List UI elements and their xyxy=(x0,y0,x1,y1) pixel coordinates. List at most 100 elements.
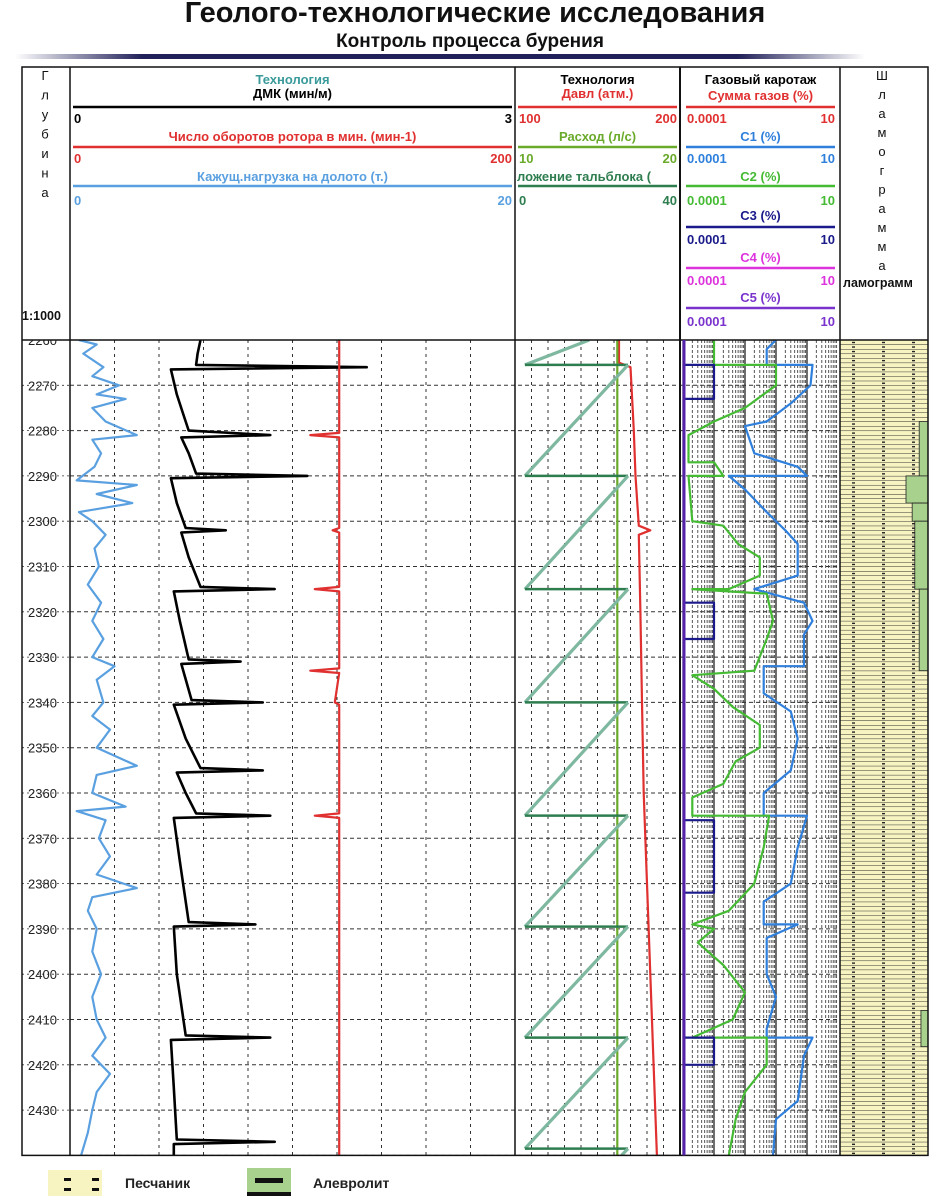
page-subtitle: Контроль процесса бурения xyxy=(336,31,604,52)
siltstone-interval xyxy=(905,475,929,504)
depth-tick-label: 2320 xyxy=(28,605,57,620)
siltstone-interval xyxy=(918,588,929,672)
scale-max: 10 xyxy=(821,273,835,288)
lithology-label-letter: л xyxy=(878,87,886,102)
curve-legend: C3 (%) 0.0001 10 xyxy=(686,208,835,247)
lithology-label-letter: а xyxy=(878,201,886,216)
scale-max: 20 xyxy=(498,193,512,208)
scale-max: 10 xyxy=(821,193,835,208)
curve-legend: Расход (л/с) 10 20 xyxy=(518,129,677,166)
scale-max: 200 xyxy=(490,151,512,166)
talblock-segment xyxy=(523,1036,630,1150)
depth-label-letter: н xyxy=(41,166,48,181)
talblock-segment xyxy=(523,925,630,1039)
sandstone-dash xyxy=(92,1188,99,1191)
curve-legend: C2 (%) 0.0001 10 xyxy=(686,169,835,208)
scale-max: 10 xyxy=(821,111,835,126)
sandstone-fill xyxy=(840,340,928,1155)
curve-name: ложение тальблока ( xyxy=(517,169,652,184)
sandstone-dash xyxy=(92,1178,99,1181)
curve-name: C1 (%) xyxy=(740,129,780,144)
depth-label-letter: а xyxy=(41,185,49,200)
depth-tick-label: 2380 xyxy=(28,877,57,892)
scale-min: 10 xyxy=(519,151,533,166)
lithology-label-letter: р xyxy=(878,182,885,197)
lithology-label-letter: а xyxy=(878,106,886,121)
talblock-segment xyxy=(524,340,590,367)
chart-border xyxy=(21,66,929,1157)
sandstone-dash xyxy=(64,1188,71,1191)
lithology-column xyxy=(840,340,929,1155)
sandstone-dash xyxy=(64,1178,71,1181)
track-title: Технология xyxy=(560,72,634,87)
scale-min: 0.0001 xyxy=(687,193,727,208)
track-title: Технология xyxy=(255,72,329,87)
curve-name: Сумма газов (%) xyxy=(708,88,813,103)
scale-min: 0.0001 xyxy=(687,314,727,329)
curve-3-2 xyxy=(727,340,814,1155)
curve-3-3 xyxy=(687,340,778,1155)
curve-legend: C5 (%) 0.0001 10 xyxy=(686,290,835,329)
lithology-label-letter: м xyxy=(878,239,887,254)
scale-min: 0.0001 xyxy=(687,111,727,126)
curve-name: Расход (л/с) xyxy=(559,129,636,144)
curve-legend: Сумма газов (%) 0.0001 10 xyxy=(686,88,835,126)
depth-tick-label: 2270 xyxy=(28,378,57,393)
legend-siltstone: Алевролит xyxy=(313,1175,389,1191)
talblock-segment xyxy=(523,363,630,477)
curve-1-3 xyxy=(75,340,138,1155)
siltstone-interval xyxy=(918,421,929,477)
track-2-curves xyxy=(523,340,658,1155)
scale-max: 10 xyxy=(821,232,835,247)
scale-max: 20 xyxy=(663,151,677,166)
depth-tick-label: 2410 xyxy=(28,1013,57,1028)
depth-label-letter: л xyxy=(41,88,49,103)
depth-label-letter: б xyxy=(41,127,48,142)
talblock-segment xyxy=(620,1147,630,1155)
depth-tick-label: 2390 xyxy=(28,922,57,937)
depth-tick-label: 2360 xyxy=(28,786,57,801)
siltstone-interval xyxy=(920,1010,929,1048)
scale-min: 0.0001 xyxy=(687,273,727,288)
page-title: Геолого-технологические исследования xyxy=(185,0,766,29)
depth-tick-label: 2340 xyxy=(28,695,57,710)
depth-tick-label: 2260 xyxy=(28,333,57,348)
depth-tick-label: 2370 xyxy=(28,831,57,846)
curve-name: Давл (атм.) xyxy=(562,86,634,101)
curve-legend: ложение тальблока (0 40 xyxy=(517,169,677,208)
scale-max: 10 xyxy=(821,314,835,329)
curve-legend: Число оборотов ротора в мин. (мин-1) 0 200 xyxy=(73,129,512,166)
depth-tick-label: 2310 xyxy=(28,560,57,575)
depth-label-letter: у xyxy=(42,107,49,122)
curve-1-1 xyxy=(169,340,369,1155)
scale-min: 0.0001 xyxy=(687,151,727,166)
lithology-label-letter: а xyxy=(878,258,886,273)
grid xyxy=(22,340,838,1155)
track-title: Газовый каротаж xyxy=(705,72,817,87)
frame xyxy=(21,66,929,1157)
depth-label-letter: Г xyxy=(41,68,48,83)
siltstone-interval xyxy=(914,520,929,590)
scale-max: 10 xyxy=(821,151,835,166)
curve-name: C5 (%) xyxy=(740,290,780,305)
talblock-segment xyxy=(523,701,630,817)
curve-legend: C4 (%) 0.0001 10 xyxy=(686,250,835,288)
siltstone-dash xyxy=(255,1178,283,1183)
lithology-label: ламограмм xyxy=(843,276,913,290)
curve-name: C4 (%) xyxy=(740,250,780,265)
depth-tick-label: 2290 xyxy=(28,469,57,484)
scale-min: 0 xyxy=(519,193,526,208)
curve-legend: Кажущ.нагрузка на долото (т.) 0 20 xyxy=(73,169,512,208)
talblock-segment xyxy=(523,474,630,591)
sandstone-swatch xyxy=(48,1170,102,1196)
lithology-label-letter: м xyxy=(878,220,887,235)
curve-name: C3 (%) xyxy=(740,208,780,223)
talblock-segment xyxy=(523,588,630,704)
curve-name: Число оборотов ротора в мин. (мин-1) xyxy=(169,129,417,144)
curve-1-2 xyxy=(309,340,341,1155)
depth-tick-label: 2350 xyxy=(28,741,57,756)
curve-name: ДМК (мин/м) xyxy=(253,86,332,101)
depth-tick-label: 2280 xyxy=(28,424,57,439)
curve-legend: ДМК (мин/м) 0 3 xyxy=(73,86,512,126)
